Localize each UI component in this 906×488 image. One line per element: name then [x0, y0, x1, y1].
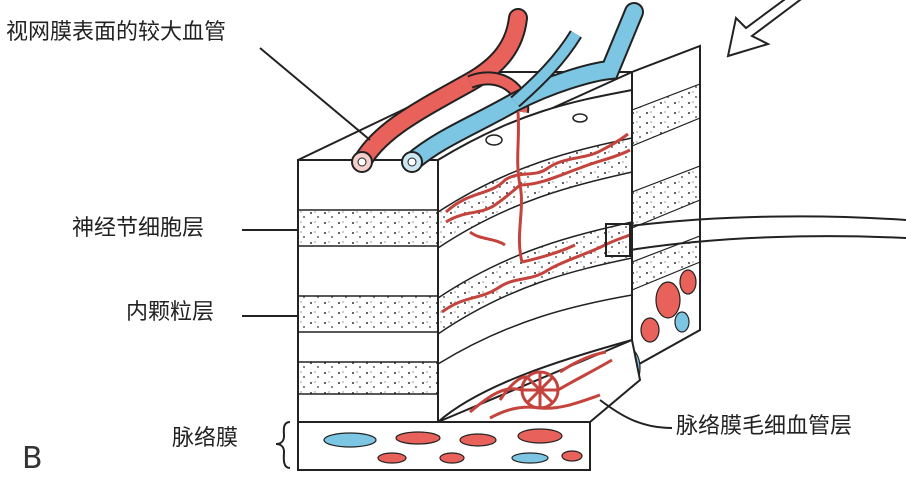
leader-choriocapillaris: [599, 399, 673, 429]
magnified-region-box: [605, 223, 631, 257]
magnified-pointer-lines: [629, 215, 906, 251]
label-ganglion-cell-layer: 神经节细胞层: [72, 216, 205, 241]
label-surface-vessels: 视网膜表面的较大血管: [6, 20, 227, 45]
panel-letter: B: [22, 441, 43, 476]
label-choriocapillaris: 脉络膜毛细血管层: [676, 414, 853, 439]
outer-nuclear-layer-front: [299, 362, 437, 394]
choriocapillaris-network: [469, 350, 613, 420]
label-choroid: 脉络膜: [172, 426, 239, 451]
inner-nuclear-layer-front: [299, 296, 437, 332]
inner-nuclear-layer-curved: [438, 222, 632, 334]
choroid-brace: [275, 421, 291, 469]
ganglion-cell-layer-front: [299, 210, 437, 246]
light-direction-arrow: [726, 0, 802, 58]
label-inner-nuclear-layer: 内颗粒层: [126, 300, 215, 325]
leader-surface-vessels: [259, 47, 371, 141]
retinal-capillary-network: [441, 111, 631, 314]
